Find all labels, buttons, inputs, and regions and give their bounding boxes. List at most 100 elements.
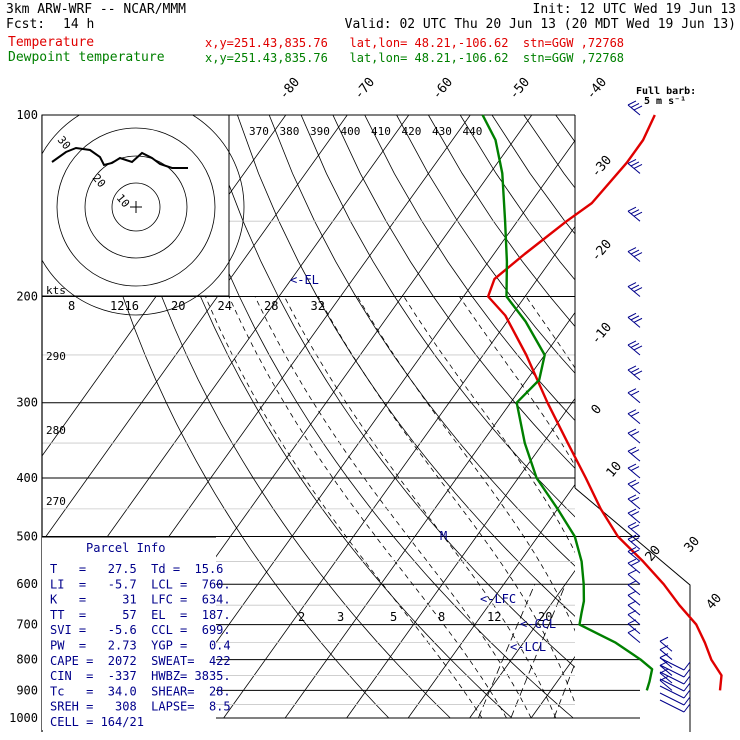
wind-barb — [627, 600, 641, 616]
wetbulb-label: 12 — [110, 299, 124, 313]
wind-barb-flag — [627, 365, 637, 371]
mixing-ratio-label: 12 — [487, 610, 501, 624]
parcel-info-panel — [42, 537, 216, 730]
parcel-info-row: CELL = 164/21 — [50, 715, 144, 729]
wind-barb-shaft — [627, 604, 641, 616]
wetbulb-label: 24 — [218, 299, 232, 313]
wind-barb-shaft — [627, 432, 641, 444]
wind-barb-shaft — [627, 562, 641, 574]
moist-adiabat — [681, 297, 729, 719]
isotherm — [716, 115, 740, 718]
parcel-info-row: CAPE = 2072 SWEAT= 422 — [50, 654, 231, 668]
wind-barb-flag — [627, 479, 637, 485]
wind-barb-flag — [633, 317, 643, 323]
isotherm-label: 30 — [682, 534, 704, 556]
theta-label: 440 — [463, 125, 483, 138]
wind-barb — [627, 494, 641, 510]
dry-adiabat — [173, 115, 574, 719]
pressure-label: 300 — [16, 396, 38, 410]
pressure-label: 100 — [16, 108, 38, 122]
wind-barb-flag — [630, 367, 640, 373]
wind-barb-flag — [627, 558, 637, 564]
wind-barb-flag — [627, 409, 637, 415]
wind-key-line2: 5 m s⁻¹ — [644, 96, 686, 107]
wind-barb-flag — [633, 287, 643, 292]
wind-barb-shaft — [659, 671, 685, 685]
wind-barb-shaft — [627, 551, 641, 562]
pressure-label: 500 — [16, 529, 38, 543]
mixing-ratio-line — [553, 662, 575, 719]
wind-barb — [659, 678, 691, 692]
init-time: Init: 12 UTC Wed 19 Jun 13 — [532, 2, 737, 17]
wind-barb-shaft — [627, 483, 641, 495]
wind-barb — [627, 508, 641, 524]
wind-barb — [627, 534, 641, 550]
temperature-legend: Temperature — [8, 35, 95, 50]
wind-barb — [627, 100, 643, 116]
parcel-info-row: TT = 57 EL = 187. — [50, 608, 231, 622]
isotherm-label: -70 — [352, 75, 379, 103]
wind-barb-shaft — [627, 538, 641, 550]
hodograph-ring — [84, 155, 188, 259]
wind-barb-flag — [627, 494, 637, 500]
parcel-info-row: PW = 2.73 YGP = 0.4 — [50, 639, 231, 653]
wind-barb-flag — [683, 675, 691, 685]
wind-barb-flag — [627, 580, 637, 586]
wind-barb — [627, 610, 641, 625]
wind-barb-flag — [627, 428, 637, 434]
theta-label: 370 — [249, 125, 269, 138]
wind-barb-flag — [627, 446, 637, 452]
pressure-label: 200 — [16, 290, 38, 304]
wind-barb-flag — [627, 340, 637, 346]
wind-barb-flag — [627, 546, 637, 552]
wind-barb-flag — [659, 653, 669, 659]
pressure-label: 400 — [16, 471, 38, 485]
forecast-label: Fcst: — [6, 17, 46, 32]
dry-adiabat — [396, 115, 575, 374]
wetbulb-label: 16 — [125, 299, 139, 313]
wind-barb — [627, 522, 641, 537]
wind-barb-flag — [627, 619, 637, 625]
wind-barb — [627, 409, 641, 425]
wind-barb-shaft — [659, 664, 685, 678]
wind-barb-flag — [630, 449, 640, 455]
wind-barb-flag — [630, 561, 640, 567]
wind-barb — [627, 463, 641, 479]
wind-barb-shaft — [627, 413, 641, 425]
wind-barb-shaft — [627, 594, 641, 606]
wind-barb — [627, 446, 641, 462]
wind-barb-flag — [627, 282, 637, 287]
valid-time: Valid: 02 UTC Thu 20 Jun 13 (20 MDT Wed … — [344, 17, 736, 32]
wind-barb-flag — [630, 524, 640, 530]
wind-barb-flag — [627, 508, 637, 514]
wind-barb-flag — [627, 590, 637, 596]
wind-barb — [659, 692, 691, 706]
wetbulb-label: 8 — [68, 299, 75, 313]
wind-barb-flag — [627, 628, 637, 634]
wind-barb — [627, 590, 641, 606]
hodograph-trace — [51, 146, 188, 169]
wind-barbs — [627, 100, 691, 713]
wind-barb-shaft — [627, 467, 641, 479]
wind-barb-flag — [633, 105, 643, 111]
isotherm-label: -10 — [589, 320, 616, 348]
wind-barb-flag — [630, 466, 640, 471]
temperature-profile — [486, 114, 723, 691]
lcl-annotation: <-LCL — [510, 640, 546, 654]
wind-barb — [627, 340, 643, 356]
wind-barb — [627, 365, 643, 381]
wind-barb-flag — [627, 312, 637, 318]
parcel-info-title: Parcel Info — [86, 541, 165, 555]
wind-barb — [627, 628, 641, 644]
isotherm-label: -60 — [430, 75, 457, 103]
isotherm-label: 20 — [643, 543, 665, 565]
isotherm-label: -40 — [584, 75, 611, 103]
wind-barb — [659, 685, 691, 699]
wind-barb-flag — [633, 370, 643, 376]
wind-barb-shaft — [627, 584, 641, 596]
wind-barb — [627, 479, 641, 495]
wind-barb-flag — [627, 100, 637, 106]
wind-barb-flag — [683, 703, 691, 713]
wind-barb-flag — [630, 390, 640, 396]
